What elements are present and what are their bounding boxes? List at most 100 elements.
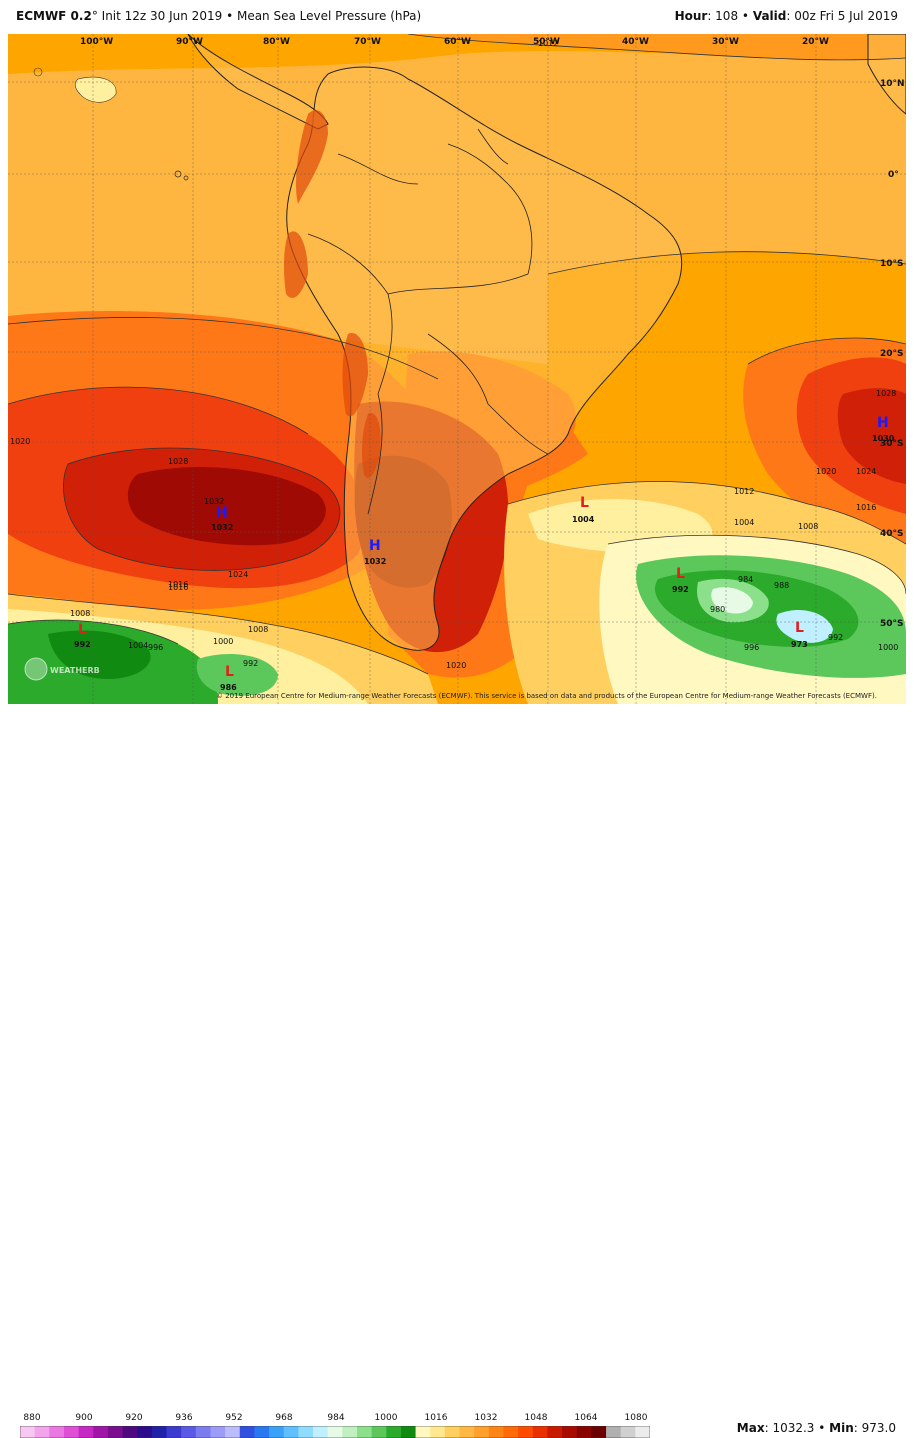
scale-label: 1032 xyxy=(474,1413,498,1423)
lon-label: 40°W xyxy=(622,37,649,47)
max-label: Max xyxy=(736,1421,765,1435)
contour-label: 1008 xyxy=(798,522,818,531)
contour-label: 1020 xyxy=(816,467,836,476)
low-pressure-symbol: L xyxy=(78,622,87,638)
weatherbell-logo: WEATHERBELL xyxy=(22,654,115,684)
pressure-band-1016-north xyxy=(408,34,906,60)
scale-swatch xyxy=(49,1426,65,1438)
latitude-labels: 10°N 0° 10°S 20°S 30°S 40°S 50°S xyxy=(880,79,905,629)
lat-label: 50°S xyxy=(880,619,904,629)
hour-label: Hour xyxy=(674,9,708,23)
scale-swatch xyxy=(195,1426,211,1438)
pressure-band-992-sw2 xyxy=(196,654,278,696)
lat-label: 10°N xyxy=(880,79,905,89)
contour-label: 1028 xyxy=(168,457,188,466)
scale-label: 1000 xyxy=(374,1413,398,1423)
contour-label: 1008 xyxy=(70,609,90,618)
lat-label: 40°S xyxy=(880,529,904,539)
scale-swatch xyxy=(342,1426,358,1438)
contour-label: 1020 xyxy=(10,437,30,446)
lon-label: 90°W xyxy=(176,37,203,47)
scale-swatch xyxy=(532,1426,548,1438)
lat-label: 20°S xyxy=(880,349,904,359)
pressure-band-976 xyxy=(776,609,833,643)
header-valid: Hour: 108 • Valid: 00z Fri 5 Jul 2019 xyxy=(674,9,898,23)
low-pressure-value: 1004 xyxy=(572,515,595,524)
scale-swatch xyxy=(20,1426,36,1438)
scale-swatch xyxy=(34,1426,50,1438)
scale-swatch xyxy=(137,1426,153,1438)
scale-swatch xyxy=(93,1426,109,1438)
contour-label: 1032 xyxy=(204,497,224,506)
pressure-band-1028-atlantic xyxy=(837,388,906,484)
scale-swatch xyxy=(503,1426,519,1438)
contour-label: 1024 xyxy=(228,570,248,579)
scale-swatch xyxy=(107,1426,124,1438)
scale-label: 1016 xyxy=(424,1413,448,1423)
scale-label: 1080 xyxy=(624,1413,648,1423)
scale-label: 1048 xyxy=(524,1413,548,1423)
scale-swatch xyxy=(415,1426,431,1438)
contour-label: 1016 xyxy=(856,503,876,512)
scale-labels: 880 900 920 936 952 968 984 1000 1016 10… xyxy=(8,1413,648,1427)
scale-swatch xyxy=(591,1426,607,1438)
country-borders xyxy=(307,128,549,515)
lon-label: 80°W xyxy=(263,37,290,47)
lon-label: 70°W xyxy=(354,37,381,47)
contour-label: 992 xyxy=(243,659,258,668)
separator: • xyxy=(226,9,234,23)
separator: • xyxy=(741,9,749,23)
scale-swatch xyxy=(400,1426,417,1438)
scale-swatch xyxy=(78,1426,94,1438)
scale-swatches xyxy=(20,1426,650,1438)
scale-swatch xyxy=(430,1426,446,1438)
contour-label: 988 xyxy=(774,581,789,590)
contour-label: 1012 xyxy=(538,39,558,48)
contour-label: 992 xyxy=(828,633,843,642)
island-blob xyxy=(74,76,117,103)
scale-label: 984 xyxy=(327,1413,345,1423)
africa-coast xyxy=(867,34,906,115)
contour-label: 1020 xyxy=(446,661,466,670)
contour-label: 984 xyxy=(738,575,753,584)
color-scale-bar: 880 900 920 936 952 968 984 1000 1016 10… xyxy=(0,704,914,1438)
lon-label: 100°W xyxy=(80,37,113,47)
scale-swatch xyxy=(151,1426,168,1438)
min-value: 973.0 xyxy=(861,1421,896,1435)
high-pressure-symbol: H xyxy=(216,505,228,521)
scale-swatch xyxy=(474,1426,490,1438)
contour-label: 996 xyxy=(744,643,759,652)
scale-swatch xyxy=(122,1426,138,1438)
low-pressure-symbol: L xyxy=(225,664,234,680)
scale-swatch xyxy=(254,1426,270,1438)
model-name: ECMWF 0.2 xyxy=(16,9,92,23)
map-header: ECMWF 0.2° Init 12z 30 Jun 2019 • Mean S… xyxy=(0,0,914,34)
scale-swatch xyxy=(606,1426,622,1438)
scale-swatch xyxy=(620,1426,636,1438)
pressure-band-980 xyxy=(711,587,753,614)
lon-label: 30°W xyxy=(712,37,739,47)
scale-swatch xyxy=(386,1426,402,1438)
valid-value: 00z Fri 5 Jul 2019 xyxy=(794,9,898,23)
lon-label: 20°W xyxy=(802,37,829,47)
low-pressure-symbol: L xyxy=(676,566,685,582)
scale-label: 936 xyxy=(175,1413,193,1423)
scale-swatch xyxy=(356,1426,373,1438)
high-pressure-value: 1032 xyxy=(211,523,233,532)
lon-label: 50°W xyxy=(533,37,560,47)
scale-swatch xyxy=(371,1426,387,1438)
scale-label: 900 xyxy=(75,1413,93,1423)
longitude-labels: 100°W 90°W 80°W 70°W 60°W 50°W 40°W 30°W… xyxy=(80,37,829,47)
pressure-map: 100°W 90°W 80°W 70°W 60°W 50°W 40°W 30°W… xyxy=(8,34,906,704)
scale-swatch xyxy=(63,1426,80,1438)
low-pressure-value: 973 xyxy=(791,640,808,649)
scale-label: 880 xyxy=(23,1413,41,1423)
scale-swatch xyxy=(313,1426,329,1438)
island-blob xyxy=(33,67,43,77)
max-value: 1032.3 xyxy=(772,1421,815,1435)
low-pressure-value: 992 xyxy=(74,640,91,649)
scale-swatch xyxy=(562,1426,578,1438)
scale-label: 1064 xyxy=(574,1413,598,1423)
scale-swatch xyxy=(225,1426,241,1438)
contour-label: 1004 xyxy=(128,641,148,650)
